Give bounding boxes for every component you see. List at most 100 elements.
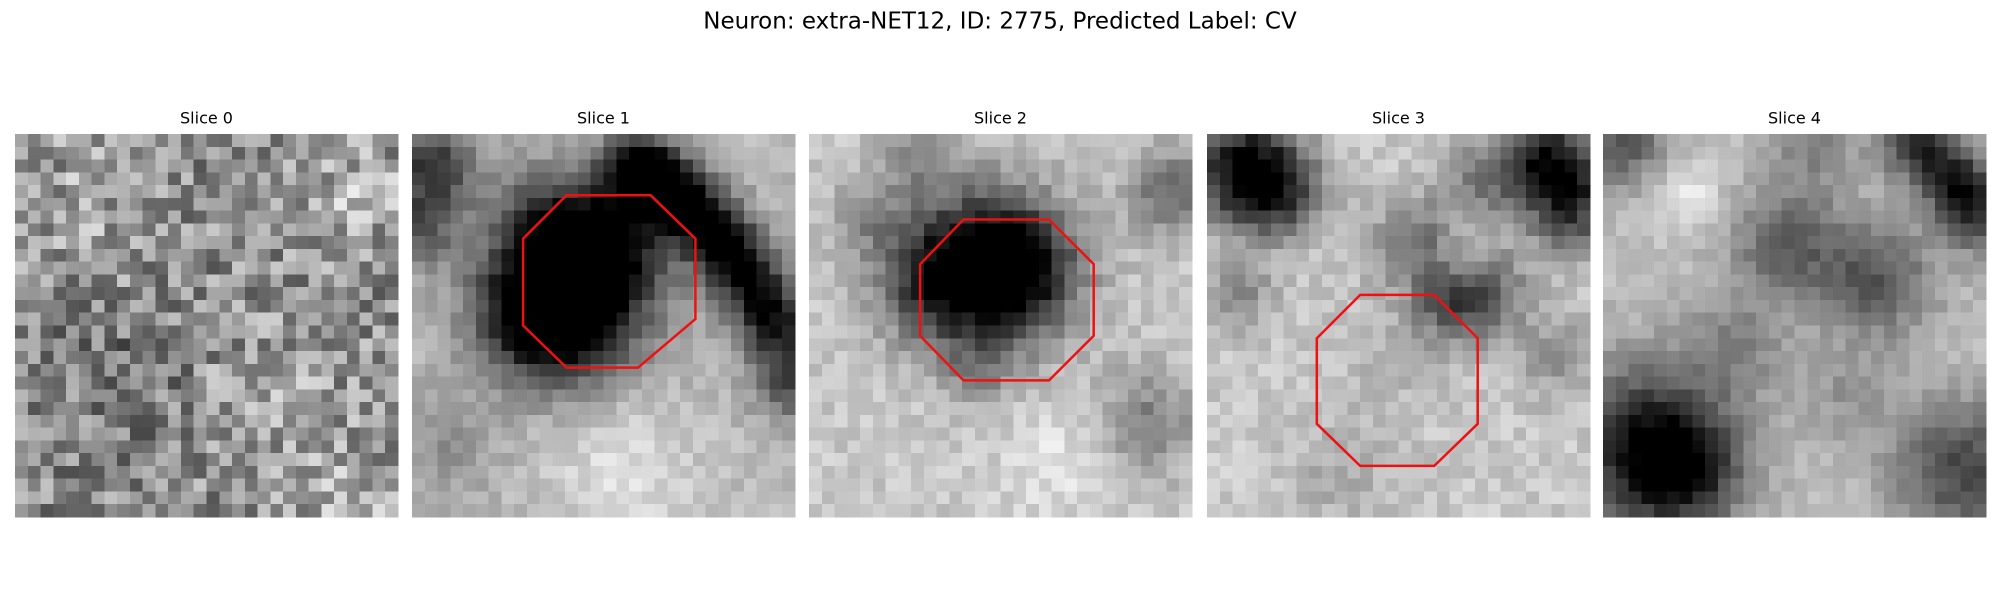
pixel <box>424 287 439 301</box>
pixel <box>1334 274 1349 288</box>
pixel <box>1832 210 1847 224</box>
pixel <box>1372 159 1387 173</box>
pixel <box>257 389 271 403</box>
pixel <box>1500 274 1514 288</box>
pixel <box>1051 159 1065 173</box>
pixel <box>1385 248 1400 263</box>
pixel <box>424 491 439 505</box>
pixel <box>936 299 951 314</box>
pixel <box>372 363 386 378</box>
pixel <box>667 287 681 301</box>
pixel <box>1321 287 1336 301</box>
pixel <box>232 440 246 454</box>
pixel <box>155 338 169 352</box>
pixel <box>1768 338 1783 352</box>
pixel <box>629 504 643 518</box>
pixel <box>539 478 554 493</box>
pixel <box>424 465 439 480</box>
pixel <box>117 504 131 518</box>
pixel <box>1730 197 1745 212</box>
pixel <box>834 402 848 416</box>
pixel <box>1398 210 1412 224</box>
pixel <box>539 159 554 173</box>
pixel <box>1245 427 1259 441</box>
pixel <box>743 325 758 339</box>
pixel <box>526 223 541 237</box>
pixel <box>1051 351 1065 365</box>
pixel <box>603 465 617 480</box>
pixel <box>270 274 284 288</box>
pixel <box>283 134 297 148</box>
pixel <box>526 325 541 339</box>
pixel <box>168 465 182 480</box>
pixel <box>1245 351 1259 365</box>
pixel <box>1717 389 1732 403</box>
pixel <box>1385 478 1400 493</box>
pixel <box>641 248 656 263</box>
pixel <box>1462 478 1476 493</box>
pixel <box>1411 172 1425 186</box>
pixel <box>552 223 566 237</box>
pixel <box>705 159 719 173</box>
pixel <box>1449 287 1463 301</box>
pixel <box>885 299 899 314</box>
pixel <box>987 338 1002 352</box>
pixel <box>1385 159 1400 173</box>
pixel <box>78 287 93 301</box>
pixel <box>885 172 899 186</box>
pixel <box>450 172 464 186</box>
pixel <box>1973 159 1987 173</box>
pixel <box>923 478 938 493</box>
pixel <box>78 376 93 390</box>
pixel <box>180 351 195 365</box>
pixel <box>1820 197 1834 212</box>
pixel <box>1500 440 1514 454</box>
pixel <box>987 236 1002 250</box>
pixel <box>1526 351 1540 365</box>
pixel <box>1615 159 1630 173</box>
pixel <box>1115 312 1129 327</box>
pixel <box>1258 440 1272 454</box>
pixel <box>514 287 528 301</box>
pixel <box>1679 491 1693 505</box>
pixel <box>1089 299 1104 314</box>
pixel <box>1781 134 1796 148</box>
pixel <box>359 210 374 224</box>
pixel <box>756 427 771 441</box>
pixel <box>321 376 335 390</box>
pixel <box>244 478 259 493</box>
pixel <box>1551 185 1566 199</box>
pixel <box>1883 287 1898 301</box>
pixel <box>1077 274 1091 288</box>
pixel <box>206 274 220 288</box>
pixel <box>526 210 541 224</box>
pixel <box>1960 504 1974 518</box>
pixel <box>872 236 887 250</box>
pixel <box>346 134 361 148</box>
pixel <box>705 389 719 403</box>
pixel <box>1526 504 1540 518</box>
pixel <box>359 389 374 403</box>
pixel <box>1424 210 1438 224</box>
pixel <box>629 389 643 403</box>
pixel <box>1102 363 1116 378</box>
pixel <box>987 299 1002 314</box>
pixel <box>193 351 208 365</box>
pixel <box>1013 414 1027 429</box>
pixel <box>680 427 694 441</box>
pixel <box>475 465 490 480</box>
pixel <box>1038 504 1053 518</box>
pixel <box>1973 223 1987 237</box>
pixel <box>731 351 745 365</box>
pixel <box>1794 325 1808 339</box>
pixel <box>1128 312 1142 327</box>
pixel <box>270 453 284 467</box>
pixel <box>1768 414 1783 429</box>
pixel <box>1334 159 1349 173</box>
pixel <box>692 363 707 378</box>
pixel <box>308 440 322 454</box>
pixel <box>117 172 131 186</box>
pixel <box>1743 478 1757 493</box>
pixel <box>1398 134 1412 148</box>
pixel <box>847 453 861 467</box>
